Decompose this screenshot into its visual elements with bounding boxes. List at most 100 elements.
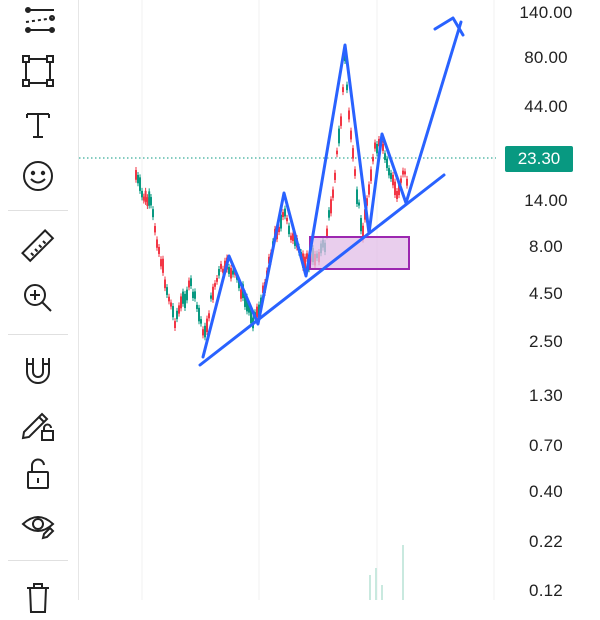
candle-body xyxy=(290,235,292,240)
candle-body xyxy=(144,190,147,202)
candle-body xyxy=(282,212,284,218)
candle-body xyxy=(390,172,392,179)
trend-drawings[interactable] xyxy=(198,16,465,367)
candle-body xyxy=(137,174,139,184)
candle-body xyxy=(244,293,246,307)
candle-body xyxy=(162,258,164,273)
candle-body xyxy=(326,228,328,237)
candle-body xyxy=(250,309,252,324)
candle-body xyxy=(194,291,196,299)
candle-body xyxy=(248,303,250,313)
candle-body xyxy=(228,266,230,274)
candle-body xyxy=(342,87,344,93)
candle-body xyxy=(306,253,308,259)
candle-body xyxy=(280,214,282,229)
candle-body xyxy=(334,172,336,180)
volume-bars xyxy=(369,545,404,600)
candle-body xyxy=(208,313,210,319)
candle-body xyxy=(152,209,154,218)
candle-body xyxy=(362,225,364,240)
candle-body xyxy=(376,143,378,154)
candle-body xyxy=(360,218,362,232)
candle-body xyxy=(176,310,178,320)
lock-drawing-icon[interactable] xyxy=(14,400,62,448)
candle-body xyxy=(216,277,218,282)
candle-body xyxy=(292,233,294,242)
candle-body xyxy=(139,177,141,191)
price-tick: 0.70 xyxy=(529,436,563,455)
candle-body xyxy=(336,150,338,155)
price-tick: 140.00 xyxy=(519,3,573,22)
price-tick: 14.00 xyxy=(524,191,568,210)
candle-body xyxy=(142,196,145,201)
price-tick: 2.50 xyxy=(529,332,563,351)
candle-body xyxy=(328,210,330,218)
candle-body xyxy=(332,189,334,198)
candle-body xyxy=(368,184,370,195)
candle-body xyxy=(238,280,240,289)
price-chart[interactable] xyxy=(79,0,496,600)
projection-arrow-head xyxy=(433,16,465,37)
candle-body xyxy=(210,295,212,299)
candle-body xyxy=(198,307,200,322)
candle-body xyxy=(364,209,366,220)
candle-body xyxy=(348,110,350,120)
candle-body xyxy=(352,148,354,159)
candle-body xyxy=(188,280,190,288)
candle-body xyxy=(141,190,143,198)
price-tick: 80.00 xyxy=(524,48,568,67)
candle-body xyxy=(262,285,264,293)
candle-body xyxy=(160,259,162,267)
candle-body xyxy=(156,239,158,248)
eye-icon[interactable] xyxy=(14,500,62,548)
candle-body xyxy=(168,296,170,302)
candle-body xyxy=(170,302,172,307)
magnet-icon[interactable] xyxy=(14,346,62,394)
candle-body xyxy=(220,263,222,269)
candle-body xyxy=(356,189,358,204)
candle-body xyxy=(406,178,408,186)
candlesticks xyxy=(135,52,408,341)
text-tool-icon[interactable] xyxy=(14,100,62,148)
candle-body xyxy=(218,269,220,276)
candle-body xyxy=(396,190,398,199)
candle-body xyxy=(304,256,306,270)
candle-body xyxy=(402,170,404,175)
candle-body xyxy=(346,84,348,91)
candle-body xyxy=(214,283,216,287)
price-tick: 0.12 xyxy=(529,581,563,600)
candle-body xyxy=(240,289,242,299)
ruler-icon[interactable] xyxy=(14,222,62,270)
trend-line-tools-icon[interactable] xyxy=(14,0,62,44)
candle-body xyxy=(196,304,198,309)
drawing-toolbar xyxy=(0,0,79,613)
emoji-icon[interactable] xyxy=(14,152,62,200)
candle-body xyxy=(278,226,280,233)
candle-body xyxy=(288,225,290,235)
candle-body xyxy=(212,286,214,300)
price-tick: 4.50 xyxy=(529,284,563,303)
candle-body xyxy=(378,138,380,147)
price-tick: 1.30 xyxy=(529,386,563,405)
trash-icon[interactable] xyxy=(14,572,62,620)
candle-body xyxy=(190,278,192,287)
candle-body xyxy=(174,321,176,329)
candle-body xyxy=(404,171,406,175)
candle-body xyxy=(206,318,208,333)
candle-body xyxy=(354,169,356,176)
candle-body xyxy=(135,170,137,180)
candle-body xyxy=(172,306,174,318)
candle-body xyxy=(166,287,168,295)
candle-body xyxy=(182,291,184,304)
candle-body xyxy=(286,217,288,222)
price-tick: 0.22 xyxy=(529,532,563,551)
candle-body xyxy=(398,183,400,196)
rectangle-tool-icon[interactable] xyxy=(14,47,62,95)
candle-body xyxy=(146,197,149,207)
candle-body xyxy=(222,268,224,273)
candle-body xyxy=(330,199,332,214)
zoom-in-icon[interactable] xyxy=(14,274,62,322)
candle-body xyxy=(180,296,182,309)
unlock-icon[interactable] xyxy=(14,450,62,498)
price-axis[interactable]: 140.00 80.00 44.00 14.00 8.00 4.50 2.50 … xyxy=(496,0,600,600)
